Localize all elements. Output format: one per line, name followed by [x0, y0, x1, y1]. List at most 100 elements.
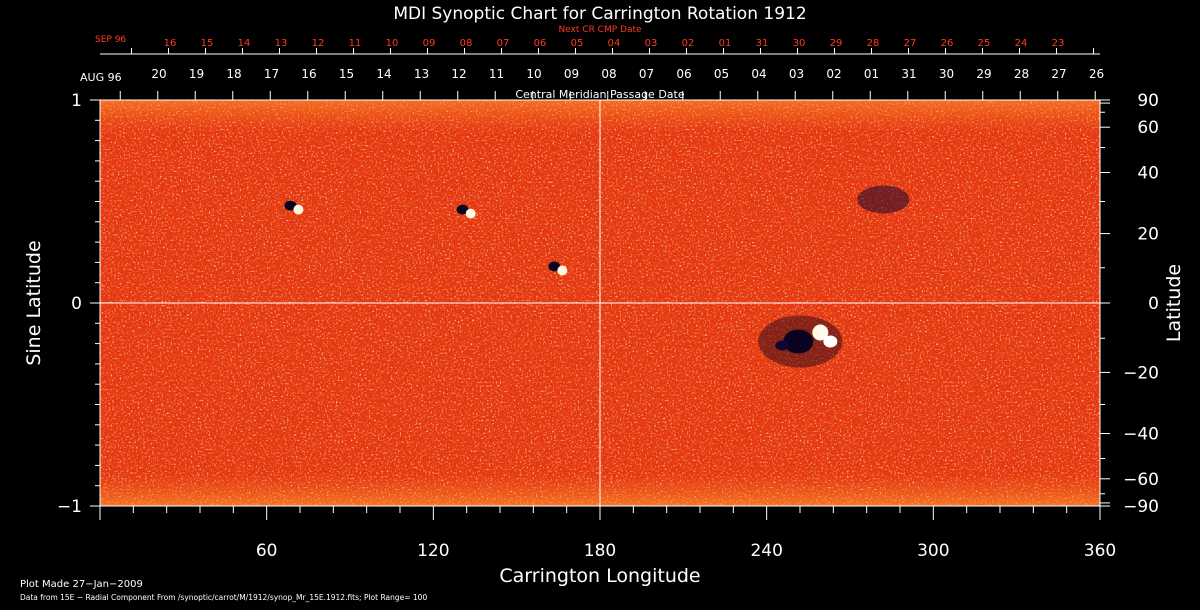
data-source-note: Data from 15E − Radial Component From /s…: [20, 593, 428, 602]
red-tick-label: 13: [275, 38, 288, 49]
y-left-tick-label: 0: [71, 294, 82, 314]
ar-positive-core: [812, 324, 829, 341]
white-tick-label: 06: [676, 67, 691, 81]
red-date-axis: 16 15 14 13 12 11 10 09 08 07 06 05 04 03 02 01 31 30 29 28…: [100, 38, 1100, 55]
red-tick-label: 08: [460, 38, 473, 49]
white-tick-label: 28: [1014, 67, 1029, 81]
bipole-positive: [465, 208, 476, 219]
white-tick-label: 15: [339, 67, 354, 81]
white-tick-label: 10: [526, 67, 541, 81]
red-axis-title: Next CR CMP Date: [558, 25, 642, 35]
white-tick-label: 08: [601, 67, 616, 81]
y-right-tick-label: 0: [1148, 294, 1159, 314]
white-tick-label: 29: [976, 67, 991, 81]
plot-made-note: Plot Made 27−Jan−2009: [20, 579, 143, 590]
white-tick-label: 30: [939, 67, 954, 81]
white-tick-label: 04: [751, 67, 766, 81]
y-right-tick-label: −90: [1123, 497, 1159, 517]
red-axis-start-label: SEP 96: [95, 35, 126, 45]
red-tick-label: 31: [756, 38, 769, 49]
x-tick-label: 60: [256, 541, 278, 561]
red-tick-label: 07: [497, 38, 510, 49]
x-tick-label: 180: [584, 541, 616, 561]
bipole-negative: [284, 200, 297, 211]
y-axis-left: 1 0 −1: [57, 91, 100, 517]
ar-negative-core: [783, 329, 814, 354]
y-right-tick-label: 20: [1137, 225, 1159, 245]
y-right-tick-label: −60: [1123, 470, 1159, 490]
white-tick-label: 26: [1089, 67, 1104, 81]
x-axis: 60 120 180 240 300 360: [99, 505, 1116, 561]
white-tick-label: 02: [826, 67, 841, 81]
red-tick-label: 26: [941, 38, 954, 49]
red-tick-label: 27: [904, 38, 917, 49]
y-right-tick-label: −20: [1123, 363, 1159, 383]
red-tick-label: 09: [423, 38, 436, 49]
white-tick-label: 13: [414, 67, 429, 81]
bipole-negative: [456, 204, 469, 215]
red-tick-label: 12: [312, 38, 325, 49]
white-tick-label: 16: [301, 67, 316, 81]
white-tick-label: 11: [489, 67, 504, 81]
white-axis-start-label: AUG 96: [80, 71, 122, 84]
red-tick-label: 25: [978, 38, 991, 49]
x-tick-label: 120: [417, 541, 449, 561]
red-tick-label: 23: [1052, 38, 1065, 49]
white-tick-label: 18: [226, 67, 241, 81]
x-axis-label: Carrington Longitude: [499, 565, 700, 587]
red-tick-label: 30: [793, 38, 806, 49]
white-tick-label: 12: [451, 67, 466, 81]
red-tick-label: 29: [830, 38, 843, 49]
y-axis-left-label: Sine Latitude: [23, 240, 45, 365]
y-left-tick-label: 1: [71, 91, 82, 111]
red-tick-label: 11: [349, 38, 362, 49]
y-right-tick-label: 40: [1137, 164, 1159, 184]
red-tick-label: 16: [164, 38, 177, 49]
active-regions: [284, 185, 910, 368]
bipole-positive: [293, 204, 304, 215]
ar-positive-fragment: [823, 335, 838, 348]
y-axis-right: 90 60 40 20 0 −20 −40 −60 −90: [1100, 91, 1159, 517]
white-tick-label: 31: [901, 67, 916, 81]
white-tick-label: 01: [864, 67, 879, 81]
x-tick-label: 360: [1084, 541, 1116, 561]
white-axis-title: Central Meridian Passage Date: [515, 88, 684, 101]
x-tick-label: 300: [917, 541, 949, 561]
bipole-negative: [548, 261, 561, 272]
white-tick-label: 14: [376, 67, 391, 81]
red-tick-label: 02: [682, 38, 695, 49]
y-axis-right-label: Latitude: [1163, 264, 1185, 342]
white-tick-label: 20: [151, 67, 166, 81]
red-tick-label: 14: [238, 38, 251, 49]
bipole-positive: [557, 265, 568, 276]
ar-negative-fragment: [775, 340, 790, 351]
red-tick-label: 15: [201, 38, 214, 49]
y-left-tick-label: −1: [57, 497, 82, 517]
red-tick-label: 24: [1015, 38, 1028, 49]
magnetogram-field: [99, 99, 1101, 507]
red-tick-label: 03: [645, 38, 658, 49]
y-right-tick-label: −40: [1123, 424, 1159, 444]
red-tick-label: 28: [867, 38, 880, 49]
feature-negative-plage: [857, 185, 910, 214]
y-right-tick-label: 60: [1137, 118, 1159, 138]
white-tick-label: 27: [1051, 67, 1066, 81]
feature-bipolar: [456, 204, 476, 219]
white-tick-label: 03: [789, 67, 804, 81]
white-tick-label: 19: [189, 67, 204, 81]
plage-negative: [857, 185, 910, 214]
feature-active-region: [758, 315, 843, 368]
red-tick-label: 05: [571, 38, 584, 49]
red-tick-label: 10: [386, 38, 399, 49]
feature-bipolar: [548, 261, 568, 276]
white-tick-label: 07: [639, 67, 654, 81]
red-tick-label: 04: [608, 38, 621, 49]
red-tick-label: 01: [719, 38, 732, 49]
y-right-tick-label: 90: [1137, 91, 1159, 111]
x-tick-label: 240: [750, 541, 782, 561]
white-tick-label: 05: [714, 67, 729, 81]
feature-bipolar: [284, 200, 304, 215]
white-tick-label: 17: [264, 67, 279, 81]
red-tick-label: 06: [534, 38, 547, 49]
